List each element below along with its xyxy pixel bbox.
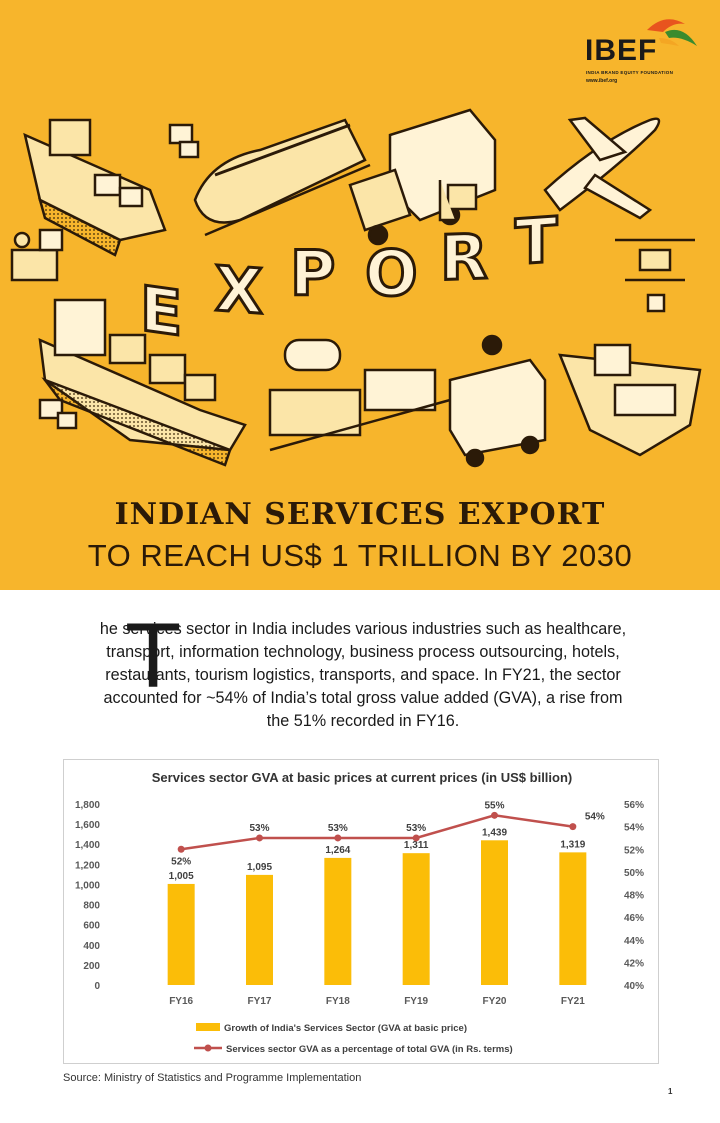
y-axis-tick-label: 0	[94, 981, 100, 992]
logo-url: www.ibef.org	[586, 78, 618, 84]
y-axis-tick-label: 600	[83, 921, 100, 932]
logo-tagline: INDIA BRAND EQUITY FOUNDATION	[586, 70, 674, 75]
legend-line-label: Services sector GVA as a percentage of t…	[226, 1044, 513, 1055]
container-ship-icon	[38, 298, 247, 467]
export-letter-x: X	[215, 252, 263, 328]
drone-icon	[615, 238, 695, 313]
line-point	[177, 845, 185, 853]
bar	[402, 853, 430, 985]
y2-axis-tick-label: 52%	[624, 845, 644, 856]
x-axis-tick-label: FY20	[483, 996, 507, 1007]
line-point	[491, 811, 498, 819]
intro-text: he services sector in India includes var…	[99, 620, 627, 730]
line-data-label: 53%	[249, 823, 269, 834]
y-axis-tick-label: 1,600	[75, 820, 100, 831]
y2-axis-tick-label: 54%	[624, 823, 644, 834]
worker-icon	[10, 228, 64, 282]
x-axis-tick-label: FY21	[561, 996, 585, 1007]
line-data-label: 54%	[585, 812, 605, 823]
intro-paragraph: he services sector in India includes var…	[98, 618, 628, 733]
dropcap-letter: T	[125, 605, 182, 707]
gva-chart: Services sector GVA at basic prices at c…	[63, 759, 659, 1064]
y2-axis-tick-label: 44%	[624, 936, 644, 947]
line-data-label: 53%	[328, 823, 348, 834]
line-data-label: 52%	[171, 856, 191, 867]
y2-axis-tick-label: 48%	[624, 891, 644, 902]
train-icon	[193, 118, 371, 237]
legend-line-marker	[204, 1044, 212, 1052]
export-letter-t: T	[515, 203, 557, 279]
export-letter-r: R	[440, 220, 488, 295]
y2-axis-tick-label: 46%	[624, 913, 644, 924]
y-axis-tick-label: 400	[83, 941, 100, 952]
line-series-path	[180, 814, 574, 851]
y-axis-tick-label: 1,400	[75, 840, 100, 851]
y-axis-tick-label: 1,800	[75, 800, 100, 811]
x-axis-tick-label: FY19	[404, 996, 428, 1007]
page-number: 1	[668, 1087, 673, 1096]
bar-data-label: 1,439	[482, 827, 507, 838]
bar-data-label: 1,264	[325, 845, 350, 856]
line-point	[412, 834, 420, 842]
x-axis-tick-label: FY17	[248, 996, 272, 1007]
freight-train-icon	[268, 338, 451, 452]
y2-axis-tick-label: 42%	[624, 958, 644, 969]
chart-title: Services sector GVA at basic prices at c…	[152, 770, 573, 785]
y2-axis-tick-label: 40%	[624, 981, 644, 992]
bar	[559, 852, 587, 985]
bar	[246, 874, 273, 985]
x-axis-tick-label: FY18	[326, 996, 350, 1007]
bar-data-label: 1,319	[560, 839, 585, 850]
export-letters: E X P O R T	[139, 202, 559, 352]
bird-logo-icon	[647, 19, 697, 46]
y-axis-tick-label: 1,200	[75, 860, 100, 871]
y-axis-tick-label: 800	[83, 901, 100, 912]
export-letter-o: O	[365, 237, 418, 310]
export-letter-e: E	[140, 272, 182, 351]
bar-data-label: 1,311	[404, 840, 429, 851]
line-point	[334, 834, 342, 842]
logo-wordmark: IBEF	[585, 34, 658, 67]
ibef-logo[interactable]: IBEF INDIA BRAND EQUITY FOUNDATION www.i…	[585, 18, 705, 88]
x-axis-tick-label: FY16	[169, 996, 193, 1007]
legend-bar-swatch	[196, 1023, 220, 1031]
page-subtitle: TO REACH US$ 1 TRILLION BY 2030	[87, 538, 633, 573]
forklift-icon	[438, 180, 478, 222]
bar	[167, 883, 195, 985]
gva-chart-svg: Services sector GVA at basic prices at c…	[75, 770, 644, 1055]
page-title: INDIAN SERVICES EXPORT	[114, 497, 606, 532]
bar	[324, 857, 352, 985]
delivery-truck-icon	[448, 334, 547, 468]
y-axis-tick-label: 200	[83, 961, 100, 972]
line-point	[256, 834, 263, 842]
y2-axis-tick-label: 50%	[624, 868, 644, 879]
bar	[481, 840, 508, 985]
bar-data-label: 1,095	[247, 862, 272, 873]
line-data-label: 55%	[484, 800, 504, 811]
box-icon	[38, 123, 200, 430]
line-data-label: 53%	[406, 823, 426, 834]
hero-banner: IBEF INDIA BRAND EQUITY FOUNDATION www.i…	[0, 0, 720, 590]
export-illustration: E X P O R T	[10, 108, 702, 468]
cargo-ship-icon	[23, 118, 167, 257]
y2-axis-tick-label: 56%	[624, 800, 644, 811]
export-letter-p: P	[290, 237, 335, 310]
boat-icon	[558, 343, 702, 457]
legend-bar-label: Growth of India's Services Sector (GVA a…	[224, 1023, 467, 1034]
bar-data-label: 1,005	[169, 871, 194, 882]
source-note: Source: Ministry of Statistics and Progr…	[63, 1072, 362, 1084]
airplane-icon	[543, 116, 661, 220]
y-axis-tick-label: 1,000	[75, 880, 100, 891]
line-point	[569, 823, 577, 831]
